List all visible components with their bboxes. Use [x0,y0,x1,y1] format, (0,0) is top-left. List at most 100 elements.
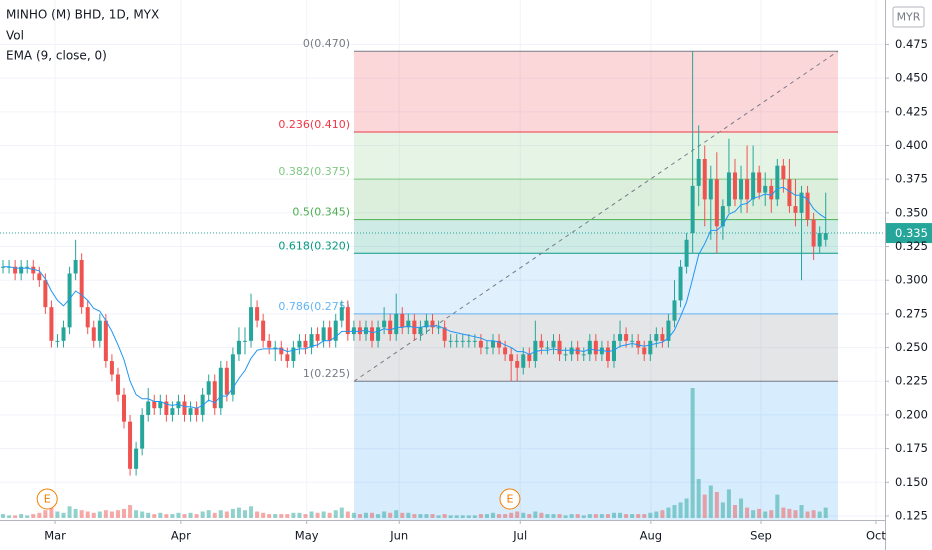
candle-body [194,408,199,415]
volume-bar [164,514,169,518]
candle-body [122,394,127,422]
candle-body [321,327,326,341]
y-tick-label: 0.375 [895,172,928,186]
volume-bar [25,515,30,518]
volume-legend[interactable]: Vol [6,29,24,43]
volume-bar [418,514,423,518]
candle-body [684,239,689,267]
candle-body [599,347,604,355]
candle-body [563,354,568,356]
earnings-marker[interactable] [499,488,521,510]
volume-bar [811,510,816,518]
volume-bar [67,506,72,518]
candle-body [85,307,90,328]
volume-bar [563,515,568,518]
candle-body [430,320,435,328]
candle-body [382,320,387,328]
candle-body [97,320,102,341]
candle-body [515,361,520,368]
candle-body [333,320,338,341]
volume-bar [720,502,725,518]
volume-bar [303,514,308,518]
currency-badge[interactable] [892,6,925,28]
volume-bar [394,510,399,518]
volume-bar [630,514,635,518]
candle-body [309,334,314,348]
volume-bar [484,514,489,518]
candle-body [218,367,223,409]
candle-body [654,334,659,341]
candle-body [140,414,145,449]
volume-bar [152,514,157,518]
volume-bar [690,388,695,518]
volume-bar [545,514,550,518]
volume-bar [13,515,18,518]
volume-bar [382,511,387,518]
volume-bar [732,505,737,518]
volume-bar [73,508,78,518]
candle-body [376,327,381,341]
candle-body [660,334,665,341]
volume-bar [763,511,768,518]
candle-body [1,266,6,268]
volume-bar [781,507,786,518]
candle-body [605,347,610,362]
y-tick-label: 0.450 [895,71,928,85]
candle-body [182,401,187,415]
volume-bar [315,512,320,518]
candle-body [630,340,635,342]
candle-body [249,307,254,341]
candle-body [478,340,483,348]
candle-body [327,327,332,341]
fib-zone [354,132,838,180]
volume-bar [273,514,278,518]
y-tick-label: 0.400 [895,138,928,152]
y-tick-label: 0.225 [895,374,928,388]
volume-bar [587,514,592,518]
candle-body [581,354,586,356]
volume-bar [672,505,677,518]
volume-bar [569,514,574,518]
y-tick-label: 0.475 [895,37,928,51]
x-tick-label: Jul [512,529,527,543]
symbol-title[interactable]: MINHO (M) BHD, 1D, MYX [6,8,159,22]
volume-bar [472,515,477,518]
volume-bar [279,514,284,518]
x-tick-label: Mar [44,529,66,543]
candle-body [454,340,459,342]
candle-body [115,374,120,395]
ema-legend[interactable]: EMA (9, close, 0) [6,49,107,63]
candle-body [152,401,157,409]
candle-body [666,320,671,341]
fib-extension-zone [354,381,838,520]
candle-body [448,340,453,342]
volume-bar [200,511,205,518]
candle-body [357,327,362,335]
candle-body [484,347,489,349]
candle-body [424,320,429,328]
candle-body [170,408,175,415]
volume-bar [194,514,199,518]
candle-body [255,307,260,321]
volume-bar [236,507,241,518]
candle-body [303,340,308,348]
volume-bar [648,512,653,518]
volume-bar [823,507,828,518]
candle-body [714,179,719,227]
fib-zone [354,51,838,133]
candle-body [678,266,683,301]
volume-bar [363,512,368,518]
candle-body [146,401,151,415]
y-tick-label: 0.125 [895,508,928,522]
earnings-marker[interactable] [36,488,58,510]
volume-bar [642,514,647,518]
volume-bar [109,511,114,518]
volume-bar [442,514,447,518]
candle-body [242,340,247,342]
volume-bar [55,511,60,518]
candle-body [587,340,592,355]
volume-bar [376,514,381,518]
candle-body [745,179,750,200]
volume-bar [146,512,151,518]
candle-body [188,408,193,415]
